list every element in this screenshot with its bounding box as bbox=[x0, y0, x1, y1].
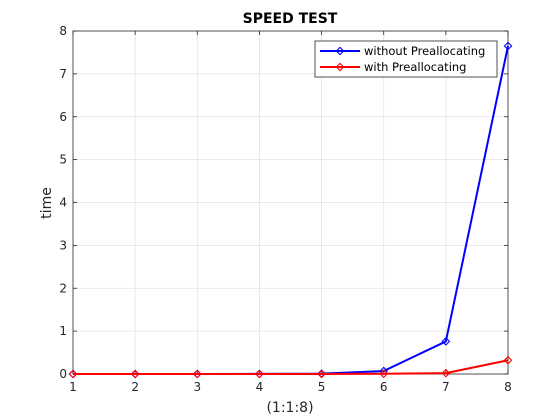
data-point-marker bbox=[130, 369, 140, 379]
y-tick-label: 3 bbox=[59, 238, 67, 252]
data-point-marker bbox=[68, 369, 78, 379]
x-tick-label: 8 bbox=[504, 380, 512, 394]
x-tick-label: 6 bbox=[380, 380, 388, 394]
series-layer bbox=[68, 41, 513, 379]
data-point-marker bbox=[317, 369, 326, 379]
legend-marker-swatch bbox=[335, 62, 345, 72]
data-point-marker bbox=[503, 41, 513, 51]
legend-item-2: with Preallocating bbox=[320, 60, 466, 74]
legend-label: without Preallocating bbox=[364, 44, 485, 58]
legend-marker-swatch bbox=[335, 46, 345, 56]
data-point-marker bbox=[441, 337, 451, 346]
y-tick-label: 8 bbox=[59, 24, 67, 38]
legend-item-1: without Preallocating bbox=[320, 44, 485, 58]
x-tick-label: 5 bbox=[318, 380, 326, 394]
y-tick-label: 0 bbox=[59, 367, 67, 381]
y-tick-label: 6 bbox=[59, 110, 67, 124]
x-tick-label: 1 bbox=[69, 380, 77, 394]
data-point-marker bbox=[503, 355, 513, 365]
series-line bbox=[73, 359, 509, 375]
legend-label: with Preallocating bbox=[364, 60, 466, 74]
x-tick-label: 7 bbox=[442, 380, 450, 394]
x-axis-label: (1:1:8) bbox=[266, 400, 313, 416]
data-point-marker bbox=[441, 368, 451, 378]
legend-box bbox=[314, 40, 498, 78]
y-tick-label: 7 bbox=[59, 67, 67, 81]
x-tick-label: 2 bbox=[131, 380, 139, 394]
series-2 bbox=[68, 355, 513, 379]
series-line bbox=[73, 45, 509, 375]
x-tick-label: 4 bbox=[256, 380, 264, 394]
data-point-marker bbox=[192, 369, 202, 379]
y-tick-label: 5 bbox=[59, 153, 67, 167]
data-point-marker bbox=[379, 369, 389, 379]
chart-title: SPEED TEST bbox=[243, 11, 338, 27]
y-axis-label: time bbox=[39, 187, 55, 219]
legend: without Preallocating with Preallocating bbox=[314, 40, 498, 78]
y-tick-label: 2 bbox=[59, 281, 67, 295]
series-1 bbox=[68, 41, 513, 379]
y-tick-label: 4 bbox=[59, 196, 67, 210]
grid bbox=[73, 31, 508, 374]
x-tick-label: 3 bbox=[193, 380, 201, 394]
y-tick-label: 1 bbox=[59, 324, 67, 338]
data-point-marker bbox=[255, 369, 264, 379]
